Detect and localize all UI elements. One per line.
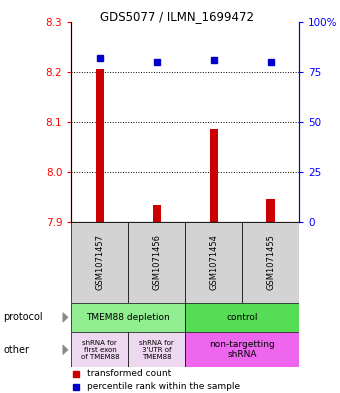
Text: GSM1071455: GSM1071455 (266, 234, 275, 290)
Bar (129, 222, 185, 303)
Bar (185, 222, 242, 303)
Bar (71, 303, 185, 332)
Text: shRNA for
first exon
of TMEM88: shRNA for first exon of TMEM88 (81, 340, 119, 360)
Bar (242, 222, 299, 303)
Text: GSM1071456: GSM1071456 (152, 234, 161, 290)
Text: control: control (226, 313, 258, 322)
Text: GSM1071457: GSM1071457 (96, 234, 104, 290)
Text: shRNA for
3'UTR of
TMEM88: shRNA for 3'UTR of TMEM88 (139, 340, 174, 360)
Bar (96, 69, 104, 222)
Text: non-targetting
shRNA: non-targetting shRNA (209, 340, 275, 360)
Text: TMEM88 depletion: TMEM88 depletion (86, 313, 170, 322)
Text: other: other (3, 345, 29, 355)
Bar (185, 332, 299, 367)
Text: percentile rank within the sample: percentile rank within the sample (87, 382, 240, 391)
Text: GDS5077 / ILMN_1699472: GDS5077 / ILMN_1699472 (100, 10, 254, 23)
Bar (153, 204, 161, 222)
Bar (267, 200, 275, 222)
Bar (71, 222, 129, 303)
Bar (185, 303, 299, 332)
Text: transformed count: transformed count (87, 369, 172, 378)
Text: protocol: protocol (3, 312, 43, 322)
Text: GSM1071454: GSM1071454 (209, 234, 218, 290)
Bar (71, 332, 129, 367)
Bar (129, 332, 185, 367)
Bar (209, 129, 218, 222)
